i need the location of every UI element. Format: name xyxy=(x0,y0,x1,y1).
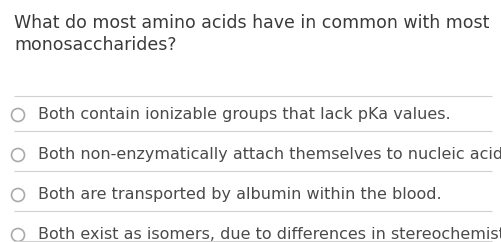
Text: monosaccharides?: monosaccharides? xyxy=(14,36,176,54)
Text: Both contain ionizable groups that lack pKa values.: Both contain ionizable groups that lack … xyxy=(38,107,450,122)
Text: Both are transported by albumin within the blood.: Both are transported by albumin within t… xyxy=(38,188,441,203)
Text: Both exist as isomers, due to differences in stereochemistry.: Both exist as isomers, due to difference… xyxy=(38,227,501,242)
Text: What do most amino acids have in common with most: What do most amino acids have in common … xyxy=(14,14,488,32)
Text: Both non-enzymatically attach themselves to nucleic acids.: Both non-enzymatically attach themselves… xyxy=(38,148,501,162)
